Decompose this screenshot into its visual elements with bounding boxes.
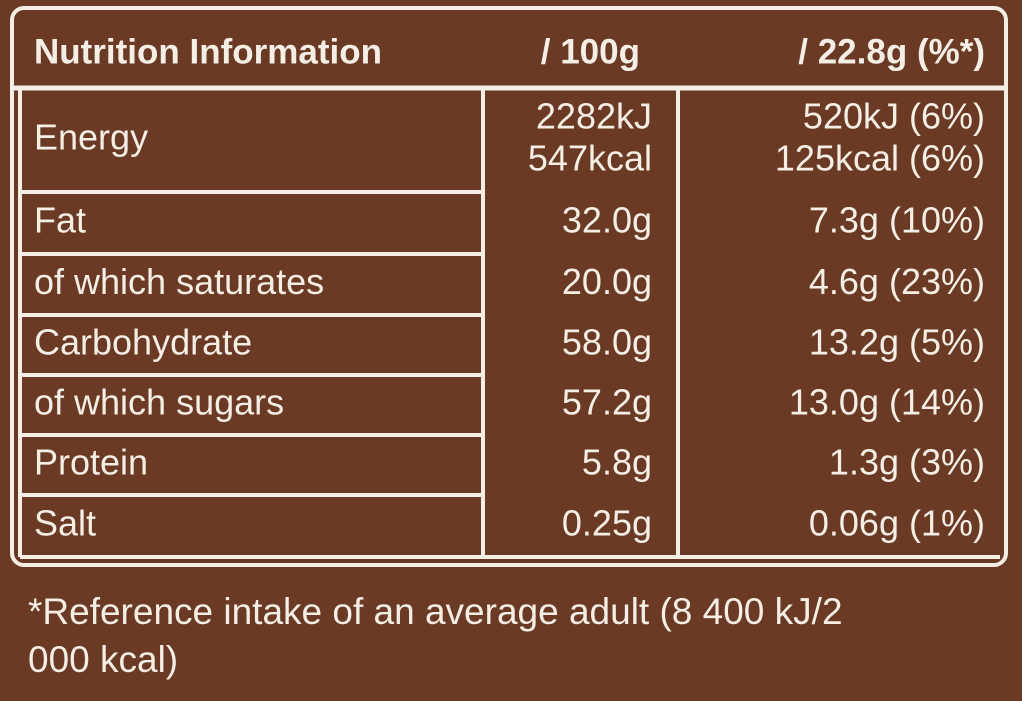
row-label: Salt (34, 503, 96, 544)
row-label: Protein (34, 442, 148, 483)
row-label: Fat (34, 200, 86, 241)
per-100g-value: 57.2g (562, 382, 652, 423)
row-label: of which saturates (34, 261, 324, 302)
footnote: *Reference intake of an average adult (8… (28, 591, 843, 680)
per-100g-value: 0.25g (562, 503, 652, 544)
table-border (10, 6, 1008, 567)
per-serving-value: 4.6g (23%) (809, 261, 985, 302)
per-100g-value: 20.0g (562, 261, 652, 302)
per-100g-value: 32.0g (562, 200, 652, 241)
row-label: of which sugars (34, 382, 284, 423)
header-cell: / 100g (541, 32, 640, 71)
per-100g-value: 58.0g (562, 322, 652, 363)
per-100g-value: 5.8g (582, 442, 652, 483)
per-serving-value: 13.0g (14%) (789, 382, 985, 423)
per-100g-value: 2282kJ (536, 96, 652, 137)
per-serving-value: 0.06g (1%) (809, 503, 985, 544)
per-serving-value: 1.3g (3%) (829, 442, 985, 483)
header-cell: Nutrition Information (34, 32, 382, 71)
per-serving-value: 520kJ (6%) (803, 96, 985, 137)
header-cell: / 22.8g (%*) (798, 32, 985, 71)
row-label: Energy (34, 117, 148, 158)
row-label: Carbohydrate (34, 322, 252, 363)
per-serving-value: 125kcal (6%) (775, 138, 985, 179)
per-serving-value: 13.2g (5%) (809, 322, 985, 363)
per-100g-value: 547kcal (528, 138, 652, 179)
per-serving-value: 7.3g (10%) (809, 200, 985, 241)
